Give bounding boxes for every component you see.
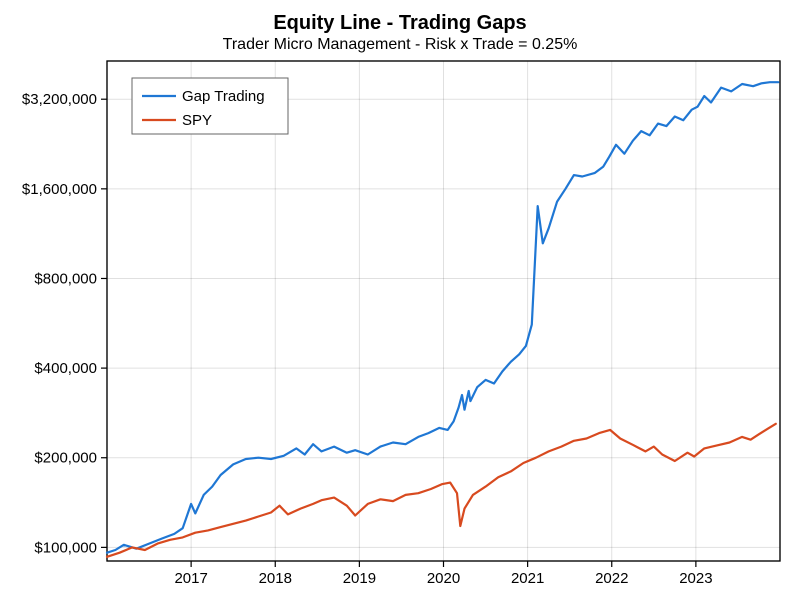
svg-text:SPY: SPY: [182, 112, 212, 129]
svg-text:2020: 2020: [427, 570, 460, 587]
svg-text:Gap Trading: Gap Trading: [182, 88, 265, 105]
svg-text:2018: 2018: [259, 570, 292, 587]
svg-text:2017: 2017: [174, 570, 207, 587]
chart-svg: $100,000 $200,000 $400,000 $800,000 $1,600,0…: [0, 0, 800, 608]
svg-text:$400,000: $400,000: [34, 360, 97, 377]
chart-container: Equity Line - Trading Gaps Trader Micro …: [0, 0, 800, 608]
svg-text:2021: 2021: [511, 570, 544, 587]
svg-text:$800,000: $800,000: [34, 270, 97, 287]
svg-text:$3,200,000: $3,200,000: [22, 91, 97, 108]
svg-text:$1,600,000: $1,600,000: [22, 181, 97, 198]
svg-text:2023: 2023: [679, 570, 712, 587]
svg-text:$100,000: $100,000: [34, 539, 97, 556]
svg-text:2019: 2019: [343, 570, 376, 587]
svg-text:$200,000: $200,000: [34, 450, 97, 467]
svg-text:2022: 2022: [595, 570, 628, 587]
